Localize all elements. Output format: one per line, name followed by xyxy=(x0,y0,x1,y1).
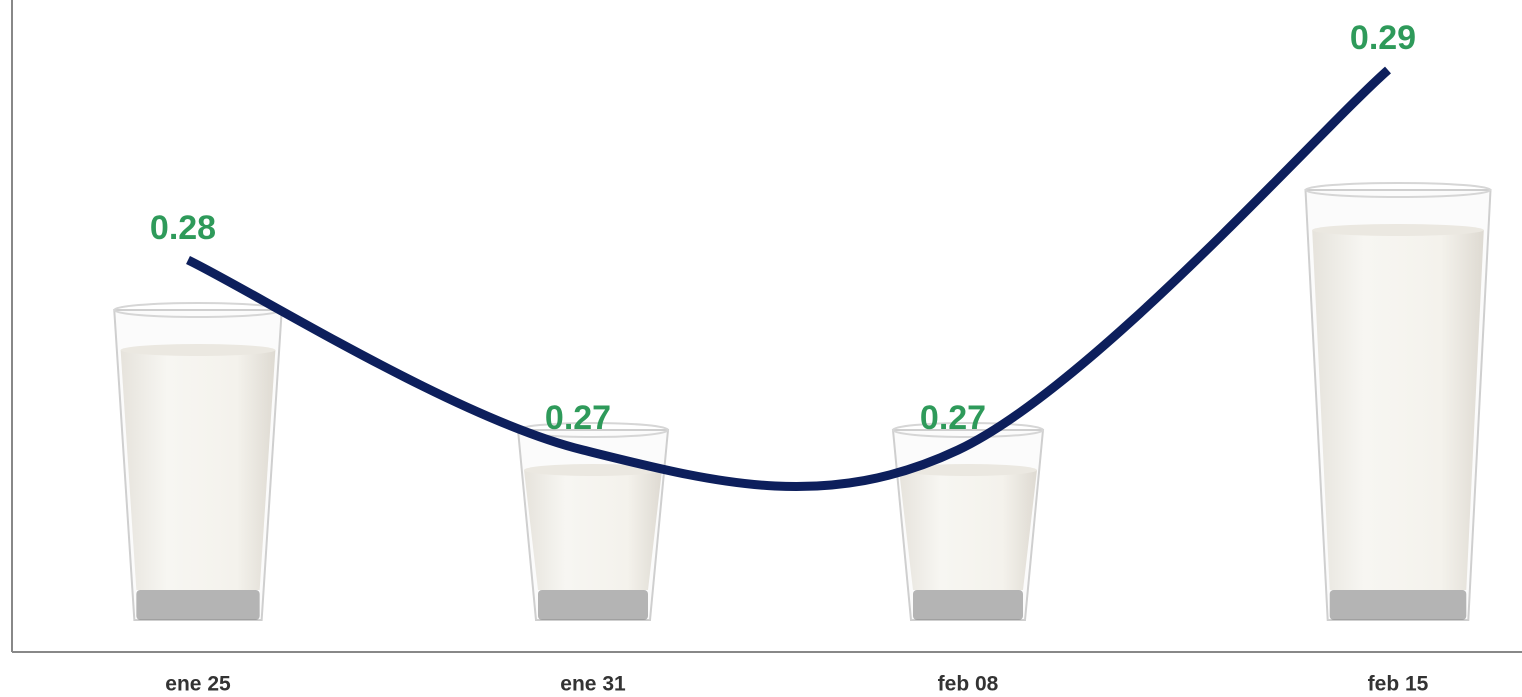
value-label: 0.28 xyxy=(150,209,216,247)
value-label: 0.29 xyxy=(1350,19,1416,57)
glass xyxy=(516,422,670,621)
milk-surface xyxy=(899,464,1037,476)
milk-surface xyxy=(1312,224,1484,236)
value-label: 0.27 xyxy=(545,399,611,437)
trend-line xyxy=(186,66,1391,491)
glass-base xyxy=(1329,590,1467,620)
x-tick-label: ene 25 xyxy=(165,673,231,696)
milk xyxy=(120,350,276,590)
glass-rim xyxy=(1304,182,1492,198)
milk xyxy=(899,470,1037,590)
milk-surface xyxy=(524,464,662,476)
glass xyxy=(1304,182,1492,621)
value-label: 0.27 xyxy=(920,399,986,437)
milk xyxy=(1312,230,1484,590)
x-tick-label: feb 08 xyxy=(938,673,999,696)
glass xyxy=(113,302,283,621)
x-tick-label: feb 15 xyxy=(1368,673,1429,696)
milk-surface xyxy=(120,344,276,356)
x-tick-label: ene 31 xyxy=(560,673,626,696)
glass-base xyxy=(136,590,260,620)
glass-base xyxy=(913,590,1023,620)
glass-rim xyxy=(892,422,1044,438)
glass xyxy=(891,422,1045,621)
milk xyxy=(524,470,662,590)
glass-base xyxy=(538,590,648,620)
